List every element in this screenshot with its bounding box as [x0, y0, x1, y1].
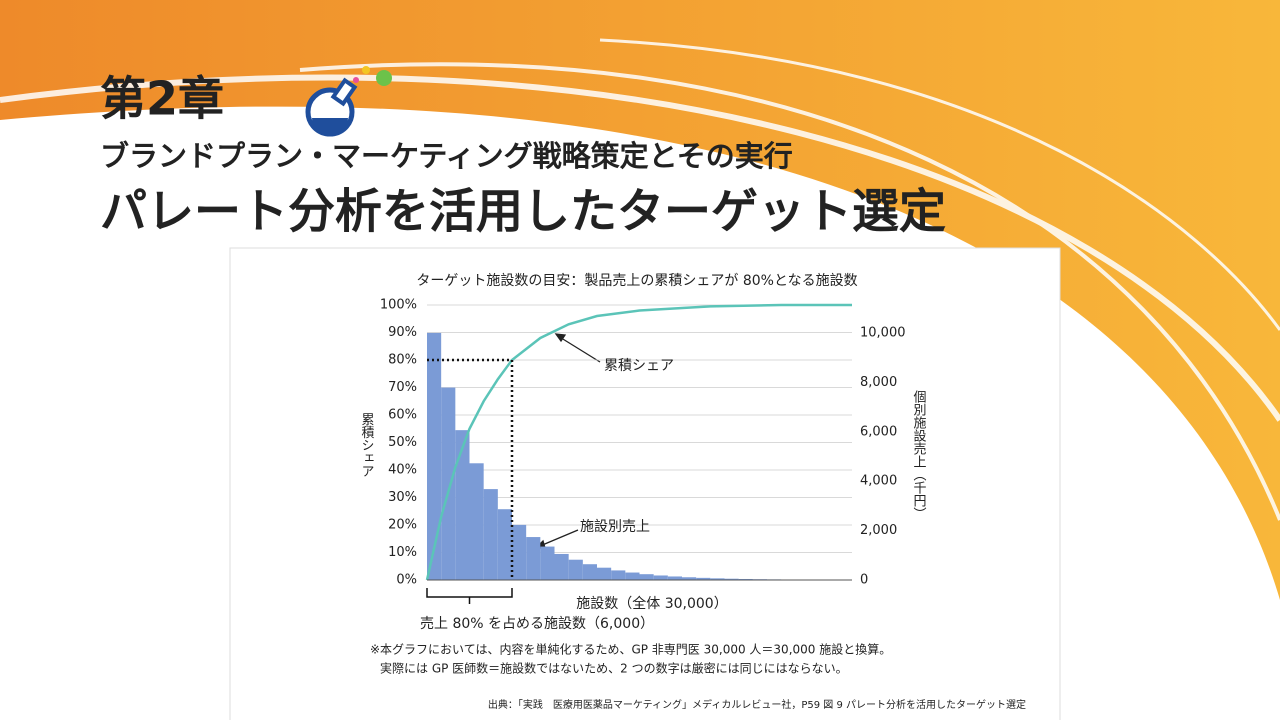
slide-title: パレート分析を活用したターゲット選定	[100, 185, 946, 240]
line-annotation: 累積シェア	[604, 358, 674, 374]
y-tick-label: 50%	[388, 435, 417, 450]
y-tick-label: 30%	[388, 490, 417, 505]
reference-label: 売上 80% を占める施設数（6,000）	[420, 616, 654, 632]
bar	[497, 509, 512, 580]
y-tick-label: 10%	[388, 545, 417, 560]
bar	[597, 567, 612, 580]
y-tick-label: 90%	[388, 325, 417, 340]
brace	[426, 588, 513, 604]
bar	[611, 570, 626, 580]
bar	[568, 559, 583, 580]
y2-tick-label: 10,000	[860, 325, 906, 340]
wave-lines	[0, 38, 1280, 642]
bar	[441, 387, 456, 580]
bar	[738, 578, 753, 580]
bar	[554, 553, 569, 580]
y-tick-label: 0%	[396, 573, 417, 588]
source: 出典：「実践 医療用医薬品マーケティング」メディカルレビュー社，P59 図 9 …	[488, 698, 1026, 711]
bar	[625, 572, 640, 580]
y-tick-label: 70%	[388, 380, 417, 395]
bar	[667, 576, 682, 580]
bar	[639, 574, 654, 580]
y-tick-label: 60%	[388, 408, 417, 423]
bar	[724, 578, 739, 580]
bar	[526, 537, 541, 580]
bar	[455, 430, 470, 580]
note: ※本グラフにおいては、内容を単純化するため、GP 非専門医 30,000 人＝3…	[370, 642, 891, 657]
bar	[582, 564, 597, 580]
y2-axis-label: 個別施設売上（千円）	[911, 390, 927, 520]
bar	[483, 489, 498, 580]
y2-tick-label: 2,000	[860, 523, 897, 538]
note: 実際には GP 医師数＝施設数ではないため、2 つの数字は厳密には同じにはならな…	[380, 661, 848, 676]
bar	[540, 546, 555, 580]
bar-annotation: 施設別売上	[580, 519, 650, 535]
bar	[710, 578, 725, 580]
chapter: 第2章	[100, 72, 224, 126]
bar	[696, 577, 711, 580]
bar	[427, 332, 442, 580]
y-tick-label: 20%	[388, 518, 417, 533]
y2-tick-label: 4,000	[860, 474, 897, 489]
chart-panel	[229, 247, 1061, 720]
y-axis-label: 累積シェア	[359, 413, 375, 478]
bar	[512, 524, 527, 580]
flask-icon	[305, 66, 392, 137]
y2-tick-label: 6,000	[860, 424, 897, 439]
bar	[682, 577, 697, 580]
y-tick-label: 80%	[388, 353, 417, 368]
chart-title: ターゲット施設数の目安：製品売上の累積シェアが 80%となる施設数	[416, 273, 857, 289]
y-tick-label: 100%	[380, 298, 417, 313]
y2-tick-label: 0	[860, 573, 868, 588]
x-axis-label: 施設数（全体 30,000）	[576, 595, 727, 612]
subtitle: ブランドプラン・マーケティング戦略策定とその実行	[100, 139, 793, 173]
background-wave	[0, 0, 1280, 600]
bar	[653, 575, 668, 580]
y2-tick-label: 8,000	[860, 375, 897, 390]
bar	[469, 463, 484, 580]
y-tick-label: 40%	[388, 463, 417, 478]
cumulative-line	[425, 303, 852, 581]
